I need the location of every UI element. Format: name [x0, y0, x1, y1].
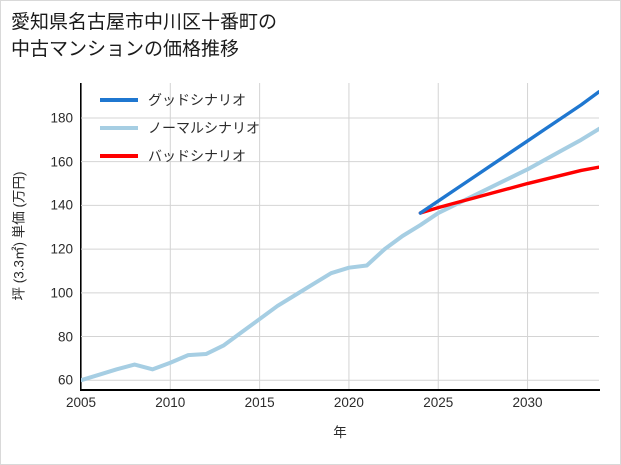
series-line	[81, 126, 599, 383]
y-tick-label: 160	[50, 154, 73, 170]
legend-item-normal[interactable]: ノーマルシナリオ	[100, 119, 260, 136]
x-tick-label: 2030	[512, 395, 543, 410]
legend-label-bad: バッドシナリオ	[148, 147, 246, 164]
x-tick-label: 2015	[244, 395, 275, 410]
y-tick-label: 140	[50, 197, 73, 213]
legend-label-normal: ノーマルシナリオ	[148, 119, 260, 136]
x-axis-label: 年	[333, 425, 347, 440]
legend-swatch-normal-icon	[100, 125, 138, 130]
legend-swatch-good-icon	[100, 97, 138, 102]
y-tick-label: 180	[50, 110, 73, 126]
y-tick-label: 100	[50, 285, 73, 301]
series-layer	[81, 90, 599, 383]
x-tick-label: 2010	[155, 395, 186, 410]
x-tick-label: 2020	[333, 395, 364, 410]
y-tick-label: 60	[57, 372, 73, 388]
chart-legend: グッドシナリオ ノーマルシナリオ バッドシナリオ	[100, 91, 260, 164]
y-tick-label: 120	[50, 241, 73, 257]
legend-item-good[interactable]: グッドシナリオ	[100, 91, 260, 108]
plot-area	[81, 83, 599, 389]
grid-layer	[81, 83, 599, 389]
chart-canvas	[81, 83, 599, 389]
x-tick-label: 2005	[65, 395, 97, 410]
legend-swatch-bad-icon	[100, 153, 138, 158]
series-line	[418, 165, 599, 215]
series-line	[418, 90, 599, 215]
y-axis-label: 坪 (3.3㎡) 単価 (万円)	[11, 171, 27, 301]
legend-item-bad[interactable]: バッドシナリオ	[100, 147, 260, 164]
x-tick-label: 2025	[423, 395, 454, 410]
page-title: 愛知県名古屋市中川区十番町の 中古マンションの価格推移	[11, 12, 278, 60]
legend-label-good: グッドシナリオ	[148, 91, 246, 108]
y-tick-label: 80	[57, 329, 73, 345]
x-axis-spine	[80, 389, 600, 391]
